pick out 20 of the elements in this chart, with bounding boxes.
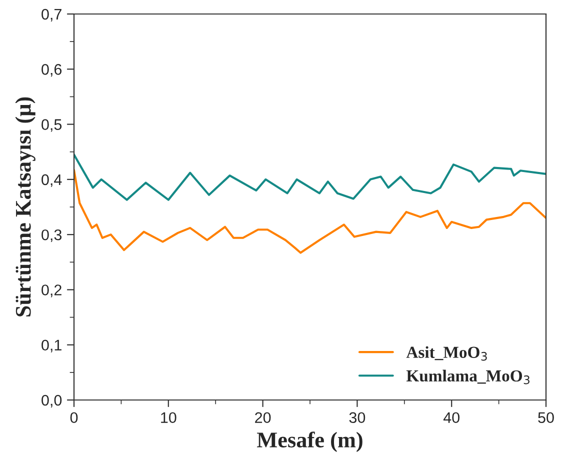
y-tick-label: 0,6 — [42, 64, 62, 77]
x-axis-title: Mesafe (m) — [257, 432, 362, 452]
y-tick-label: 0,0 — [42, 394, 62, 408]
y-tick-label: 0,7 — [42, 8, 62, 22]
legend-label: Asit_MoO$_{3}$ — [406, 346, 487, 361]
line-series — [74, 154, 546, 201]
line-series — [74, 169, 546, 254]
legend-label: Kumlama_MoO$_{3}$ — [406, 370, 530, 384]
y-tick-label: 0,5 — [42, 119, 62, 132]
x-tick-label: 50 — [538, 412, 554, 424]
y-tick-label: 0,3 — [42, 229, 62, 242]
x-tick-label: 40 — [443, 412, 460, 424]
x-tick-label: 30 — [349, 412, 366, 424]
x-tick-label: 10 — [161, 412, 176, 424]
x-tick-label: 20 — [255, 412, 271, 424]
y-axis-title: Sürtünme Katsayısı (μ) — [15, 97, 36, 316]
y-tick-label: 0,2 — [42, 284, 62, 298]
x-tick-label: 0 — [70, 412, 78, 424]
y-tick-label: 0,1 — [42, 340, 62, 352]
y-tick-label: 0,4 — [42, 174, 62, 187]
